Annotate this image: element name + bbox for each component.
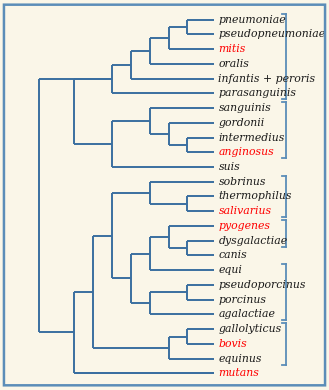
Text: suis: suis xyxy=(218,162,240,172)
Text: infantis + peroris: infantis + peroris xyxy=(218,74,316,83)
Text: mutans: mutans xyxy=(218,369,259,378)
Text: sobrinus: sobrinus xyxy=(218,177,266,187)
Text: porcinus: porcinus xyxy=(218,295,266,305)
Text: pseudopneumoniae: pseudopneumoniae xyxy=(218,29,326,39)
Text: agalactiae: agalactiae xyxy=(218,309,275,319)
Text: gallolyticus: gallolyticus xyxy=(218,324,282,334)
Text: thermophilus: thermophilus xyxy=(218,191,292,202)
Text: bovis: bovis xyxy=(218,339,247,349)
Text: equi: equi xyxy=(218,265,242,275)
Text: parasanguinis: parasanguinis xyxy=(218,88,296,98)
Text: sanguinis: sanguinis xyxy=(218,103,271,113)
Text: pneumoniae: pneumoniae xyxy=(218,14,286,25)
Text: pseudoporcinus: pseudoporcinus xyxy=(218,280,306,290)
Text: equinus: equinus xyxy=(218,354,262,363)
Text: salivarius: salivarius xyxy=(218,206,272,216)
Text: anginosus: anginosus xyxy=(218,147,274,157)
Text: dysgalactiae: dysgalactiae xyxy=(218,236,288,246)
Text: pyogenes: pyogenes xyxy=(218,221,270,231)
Text: intermedius: intermedius xyxy=(218,133,285,142)
Text: canis: canis xyxy=(218,250,247,261)
Text: mitis: mitis xyxy=(218,44,246,54)
Text: gordonii: gordonii xyxy=(218,118,265,128)
Text: oralis: oralis xyxy=(218,59,249,69)
